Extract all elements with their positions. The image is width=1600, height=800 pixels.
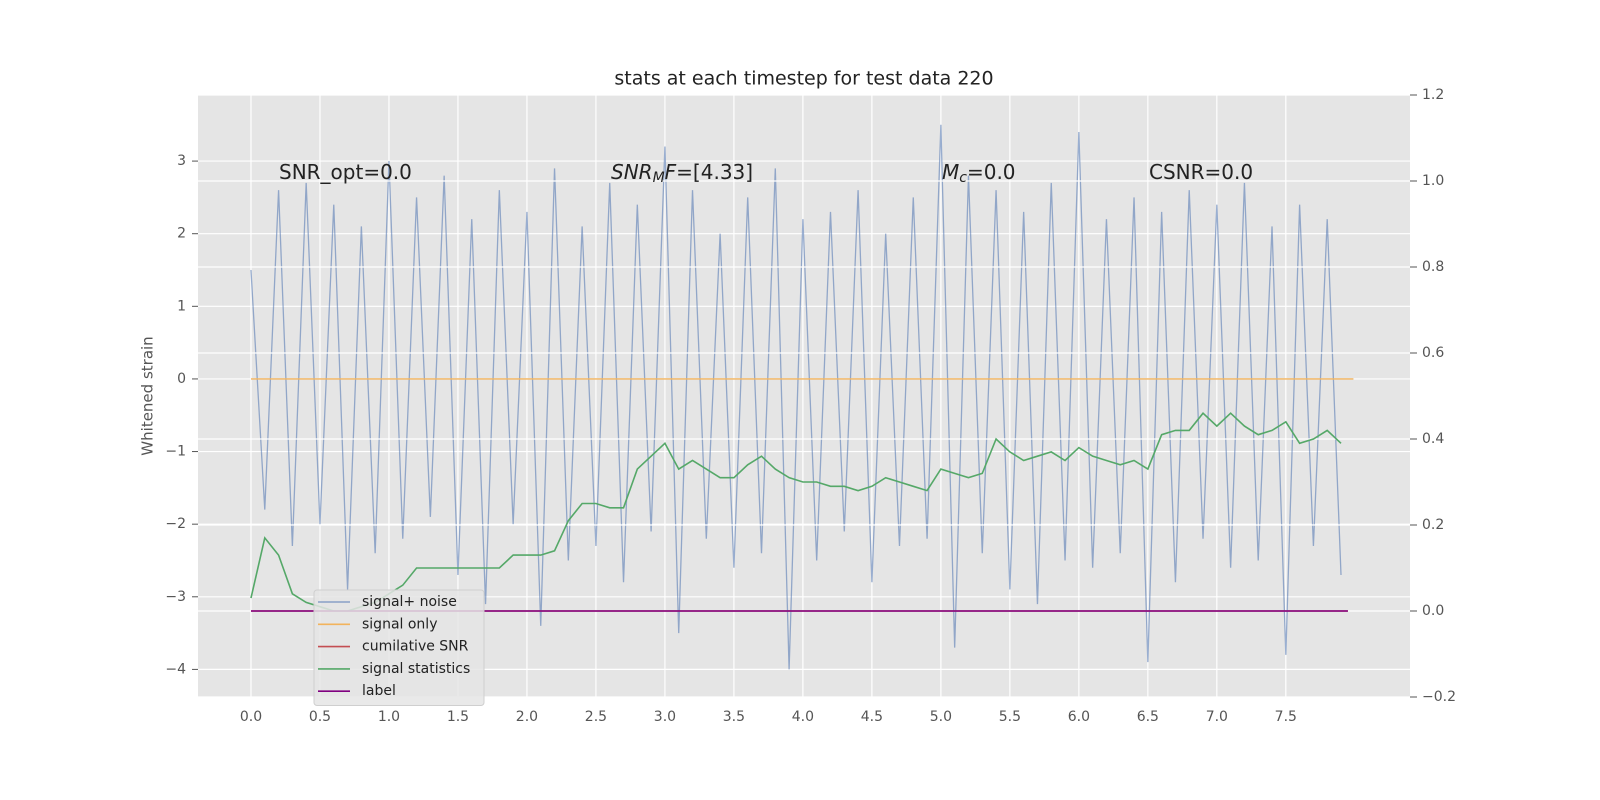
x-tick-label: 7.5	[1275, 709, 1297, 725]
annotation-part: =[4.33]	[676, 160, 753, 184]
y-tick-label: −2	[165, 516, 186, 532]
y2-tick-label: 0.2	[1422, 517, 1444, 533]
y2-tick-label: 0.8	[1422, 259, 1444, 275]
series-line	[250, 412, 1342, 612]
y-tick-label: −4	[165, 661, 186, 677]
y-axis-label: Whitened strain	[139, 336, 157, 455]
y-tick-label: 2	[177, 226, 186, 242]
annotation: Mc=0.0	[942, 160, 1016, 187]
annotation-part: CSNR=0.0	[1149, 160, 1253, 184]
y-tick-label: −1	[165, 444, 186, 460]
annotation-part: SNR_opt=0.0	[279, 160, 412, 184]
y2-tick-label: 0.6	[1422, 345, 1444, 361]
legend-label: signal+ noise	[362, 594, 457, 610]
x-tick-label: 6.0	[1068, 709, 1090, 725]
x-tick-label: 1.0	[378, 709, 400, 725]
legend-frame	[313, 589, 485, 706]
annotation: SNR_opt=0.0	[279, 160, 412, 184]
x-tick-label: 1.5	[447, 709, 469, 725]
x-tick-label: 4.0	[792, 709, 814, 725]
y-tick-label: 3	[177, 153, 186, 169]
x-tick-label: 2.0	[516, 709, 538, 725]
y-tick-label: −3	[165, 589, 186, 605]
annotation: CSNR=0.0	[1149, 160, 1253, 184]
x-tick-label: 4.5	[861, 709, 883, 725]
x-tick-label: 7.0	[1206, 709, 1228, 725]
x-tick-label: 6.5	[1137, 709, 1159, 725]
annotation-part: =0.0	[967, 160, 1016, 184]
top-layer: 0.0 0.5 1.0 1.5 2.0 2.5 3.0 3.5 4.0 4.5 5.0 5.5 6.0 6…	[165, 87, 1456, 725]
under-layer	[198, 95, 1410, 697]
x-tick-label: 0.0	[240, 709, 262, 725]
y-tick-label: 0	[177, 371, 186, 387]
annotation-part: M	[653, 170, 665, 186]
annotation-part: M	[942, 160, 959, 184]
x-tick-label: 0.5	[309, 709, 331, 725]
x-tick-label: 5.0	[930, 709, 952, 725]
y2-tick-label: 0.4	[1422, 431, 1444, 447]
legend-label: label	[362, 683, 396, 699]
left-series	[250, 124, 1354, 670]
y2-tick-label: −0.2	[1422, 689, 1456, 705]
legend-label: signal only	[362, 616, 437, 632]
annotation: SNRMF=[4.33]	[611, 160, 753, 187]
x-tick-label: 3.5	[723, 709, 745, 725]
legend-label: signal statistics	[362, 661, 470, 677]
chart-title: stats at each timestep for test data 220	[614, 68, 993, 90]
legend: signal+ noise signal only cumilative SNR si…	[313, 589, 485, 706]
x-tick-label: 3.0	[654, 709, 676, 725]
legend-label: cumilative SNR	[362, 639, 469, 655]
annotation-part: F	[665, 160, 677, 184]
y2-tick-label: 0.0	[1422, 603, 1444, 619]
y2-tick-label: 1.2	[1422, 87, 1444, 103]
y2-tick-label: 1.0	[1422, 173, 1444, 189]
y-tick-label: 1	[177, 298, 186, 314]
x-tick-label: 2.5	[585, 709, 607, 725]
x-tick-label: 5.5	[999, 709, 1021, 725]
annotation-part: SNR	[611, 160, 653, 184]
annotation-part: c	[959, 170, 967, 186]
series-line	[250, 124, 1342, 670]
